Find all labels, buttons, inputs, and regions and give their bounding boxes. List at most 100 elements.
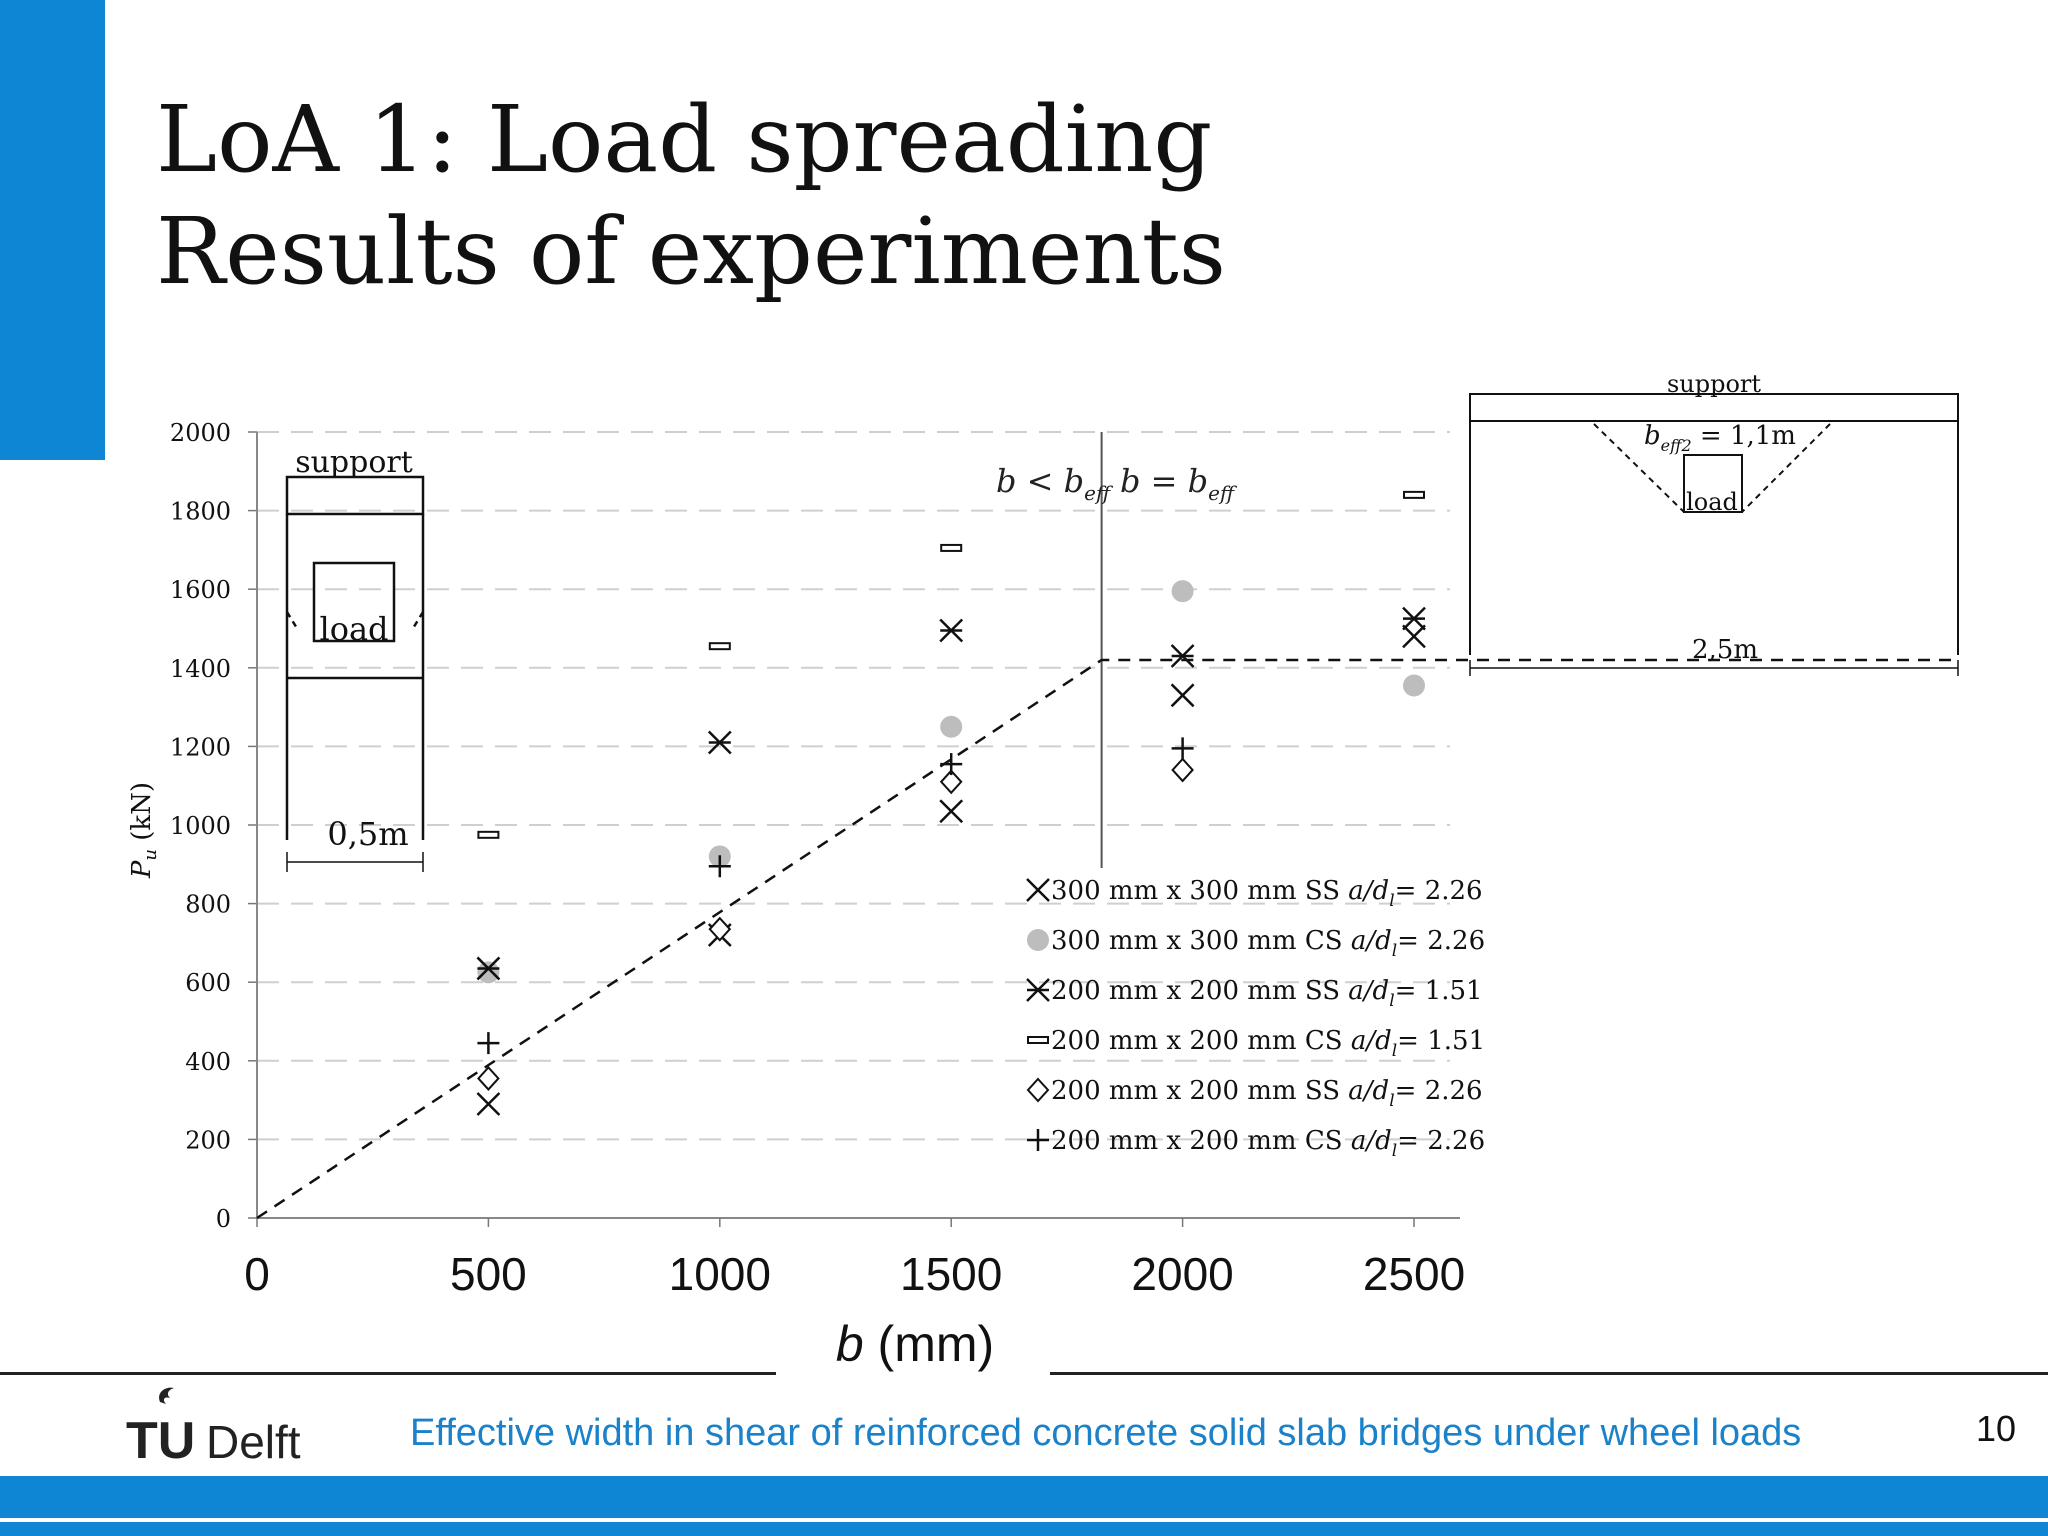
x-tick-label: 1500 [900, 1248, 1002, 1300]
data-point-x [1170, 683, 1195, 708]
inset-wide-beff-b: b [1644, 421, 1661, 451]
legend-marker-asterisk [1026, 978, 1050, 1002]
inset-wide-support-rect [1469, 393, 1959, 422]
data-point-x [939, 799, 964, 824]
y-tick-label: 2000 [170, 419, 231, 447]
x-axis-label-unit: (mm) [864, 1316, 995, 1372]
chart-tick-labels: 0 200 400 600 800 1000 1200 1400 1600 1800 2000 0 50… [170, 419, 1465, 1300]
dash-marker-rect [1027, 1036, 1049, 1044]
circle-marker-dot [1027, 929, 1049, 951]
inset-narrow-support-rect [285, 475, 425, 516]
circle-marker-dot [940, 715, 963, 738]
footer-subtitle: Effective width in shear of reinforced c… [410, 1412, 1802, 1454]
diamond-marker-shape [477, 1065, 500, 1091]
legend-entry-label: 200 mm x 200 mm CS a/dl= 2.26 [1051, 1126, 1485, 1161]
region-right-sub: eff [1208, 481, 1238, 505]
diamond-marker-shape [1026, 1077, 1050, 1103]
inset-narrow-slab [285, 475, 425, 872]
dash-marker-rect [477, 830, 500, 839]
slide-title-line-2: Results of experiments [156, 198, 1226, 305]
region-left-b: b [996, 462, 1016, 500]
data-point-diamond [708, 916, 732, 942]
legend-marker-x [1026, 878, 1050, 902]
inset-narrow-spread-left [285, 611, 300, 631]
x-tick-label: 1000 [669, 1248, 771, 1300]
footer-line-left [0, 1372, 776, 1375]
data-point-diamond [1171, 757, 1194, 783]
region-left-sub: eff [1084, 481, 1114, 505]
y-axis-label-sub: u [140, 849, 161, 861]
data-point-circle [477, 961, 500, 984]
data-point-circle [940, 715, 963, 738]
y-tick-label: 1600 [170, 576, 231, 604]
accent-bar [0, 0, 105, 460]
region-right-b: b [1120, 462, 1140, 500]
legend-entry-label: 300 mm x 300 mm SS a/dl= 2.26 [1051, 876, 1483, 911]
inset-narrow-width-label: 0,5m [327, 815, 408, 853]
data-point-dash [708, 642, 731, 651]
data-point-plus [940, 753, 963, 776]
data-point-x [1402, 624, 1426, 649]
legend-entry-label: 200 mm x 200 mm SS a/dl= 2.26 [1051, 1076, 1483, 1111]
data-point-plus [1171, 737, 1194, 760]
legend-label-value: = 1.51 [1397, 1026, 1485, 1056]
region-left-op: < [1016, 462, 1063, 500]
data-point-plus [708, 855, 731, 878]
y-tick-label: 200 [185, 1126, 231, 1154]
data-point-diamond [939, 769, 963, 795]
inset-wide-slab [1469, 393, 1959, 676]
legend-entry-label: 200 mm x 200 mm SS a/dl= 1.51 [1051, 976, 1483, 1011]
page-number: 10 [1976, 1408, 2017, 1449]
x-marker-stroke [939, 799, 964, 824]
legend-label-main: 300 mm x 300 mm SS [1051, 876, 1348, 906]
slide-title: LoA 1: Load spreading Results of experim… [156, 84, 1226, 308]
legend-marker-dash [1027, 1036, 1049, 1044]
y-tick-label: 1400 [170, 655, 231, 683]
x-tick-label: 2500 [1363, 1248, 1465, 1300]
inset-narrow-spread-right [410, 611, 425, 631]
inset-wide-beff-label: beff2 = 1,1m [1644, 421, 1796, 455]
chart-grid [257, 431, 1450, 1141]
legend-entry-label: 300 mm x 300 mm CS a/dl= 2.26 [1051, 926, 1485, 961]
legend-marker-plus [1027, 1129, 1049, 1151]
inset-wide-beff-sub: eff2 [1661, 436, 1692, 455]
inset-wide-beff-val: = 1,1m [1692, 421, 1796, 451]
x-marker-stroke [1026, 878, 1050, 902]
chart-marks [476, 490, 1426, 1116]
region-right-op: = [1140, 462, 1187, 500]
logo-delft-text: Delft [206, 1416, 301, 1464]
data-point-plus [477, 1032, 500, 1055]
circle-marker-dot [1403, 674, 1425, 697]
legend-label-sub: l [1389, 1091, 1394, 1111]
data-point-asterisk [1402, 606, 1426, 631]
data-point-asterisk [1170, 644, 1195, 668]
slide-title-line-1: LoA 1: Load spreading [156, 86, 1213, 193]
legend-label-ratio: a/d [1351, 926, 1392, 956]
trend-line-dashed [256, 658, 1414, 1220]
data-point-dash [477, 830, 500, 839]
legend-entry-label: 200 mm x 200 mm CS a/dl= 1.51 [1051, 1026, 1485, 1061]
legend-label-main: 200 mm x 200 mm CS [1051, 1026, 1351, 1056]
legend-label-value: = 1.51 [1395, 976, 1483, 1006]
tudelft-flame-icon [159, 1387, 174, 1404]
legend-label-sub: l [1392, 941, 1397, 961]
region-left-b2: b [1064, 462, 1084, 500]
y-tick-label: 0 [216, 1205, 231, 1233]
inset-narrow-load-label: load [319, 610, 388, 648]
x-tick-label: 2000 [1131, 1248, 1233, 1300]
diamond-marker-shape [1171, 757, 1194, 783]
y-axis-label-unit: (kN) [127, 782, 157, 849]
tudelft-logo: TU Delft [126, 1387, 301, 1464]
legend-marker-diamond [1026, 1077, 1050, 1103]
x-tick-label: 0 [244, 1248, 270, 1300]
inset-narrow-support-label: support [295, 445, 413, 480]
logo-tu-text: TU [126, 1412, 195, 1464]
y-tick-label: 1200 [170, 733, 231, 761]
data-point-dash [940, 543, 963, 552]
legend-label-ratio: a/d [1351, 1126, 1392, 1156]
y-tick-label: 1800 [170, 498, 231, 526]
chart-trend-line [256, 658, 1958, 1220]
data-point-asterisk [476, 956, 501, 981]
data-point-diamond [477, 1065, 500, 1091]
